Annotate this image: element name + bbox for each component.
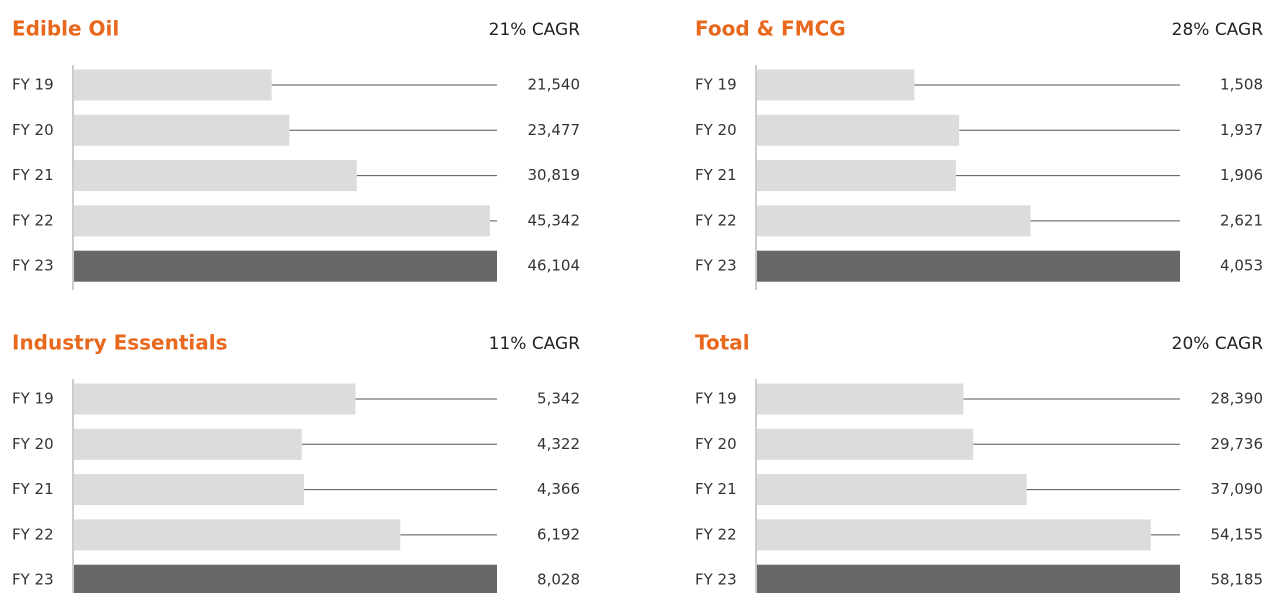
bar	[74, 160, 357, 192]
chart-title: Edible Oil	[12, 17, 119, 41]
bar	[74, 564, 497, 593]
value-label: 29,736	[1211, 435, 1264, 453]
bar	[74, 474, 305, 506]
value-label: 6,192	[537, 525, 580, 543]
value-label: 1,937	[1220, 121, 1263, 139]
cagr-label: 21% CAGR	[489, 20, 581, 40]
value-label: 58,185	[1211, 571, 1264, 589]
cagr-label: 28% CAGR	[1172, 20, 1264, 40]
category-label: FY 23	[12, 571, 54, 589]
value-label: 4,322	[537, 435, 580, 453]
bar	[757, 428, 974, 460]
bar	[757, 114, 960, 146]
bar	[74, 69, 272, 101]
category-label: FY 23	[695, 571, 737, 589]
category-label: FY 19	[12, 76, 54, 94]
category-label: FY 21	[695, 480, 737, 498]
category-label: FY 20	[695, 121, 737, 139]
category-label: FY 23	[12, 257, 54, 275]
bar	[757, 205, 1031, 237]
value-label: 4,366	[537, 480, 580, 498]
value-label: 1,508	[1220, 76, 1263, 94]
category-label: FY 19	[695, 76, 737, 94]
bar	[757, 474, 1027, 506]
bar	[757, 250, 1180, 282]
value-label: 4,053	[1220, 257, 1263, 275]
bar	[757, 564, 1180, 593]
chart-title: Food & FMCG	[695, 17, 846, 41]
value-label: 37,090	[1211, 480, 1264, 498]
chart-title: Industry Essentials	[12, 331, 228, 355]
bar	[74, 383, 356, 415]
bar	[74, 250, 497, 282]
category-label: FY 22	[12, 211, 54, 229]
bar	[74, 428, 302, 460]
value-label: 5,342	[537, 390, 580, 408]
category-label: FY 20	[12, 121, 54, 139]
value-label: 8,028	[537, 571, 580, 589]
chart-title: Total	[695, 331, 750, 355]
category-label: FY 19	[12, 390, 54, 408]
category-label: FY 22	[695, 525, 737, 543]
cagr-label: 11% CAGR	[489, 334, 581, 354]
value-label: 23,477	[528, 121, 581, 139]
category-label: FY 20	[695, 435, 737, 453]
category-label: FY 21	[12, 166, 54, 184]
category-label: FY 21	[695, 166, 737, 184]
value-label: 2,621	[1220, 211, 1263, 229]
value-label: 46,104	[528, 257, 581, 275]
value-label: 54,155	[1211, 525, 1264, 543]
bar	[757, 383, 964, 415]
bar	[74, 114, 290, 146]
cagr-label: 20% CAGR	[1172, 334, 1264, 354]
bar	[757, 160, 956, 192]
value-label: 28,390	[1211, 390, 1264, 408]
value-label: 30,819	[528, 166, 581, 184]
category-label: FY 21	[12, 480, 54, 498]
value-label: 21,540	[528, 76, 581, 94]
category-label: FY 23	[695, 257, 737, 275]
category-label: FY 20	[12, 435, 54, 453]
bar	[74, 519, 401, 551]
value-label: 1,906	[1220, 166, 1263, 184]
category-label: FY 22	[695, 211, 737, 229]
category-label: FY 19	[695, 390, 737, 408]
bar	[757, 519, 1151, 551]
bar	[74, 205, 491, 237]
bar	[757, 69, 915, 101]
value-label: 45,342	[528, 211, 581, 229]
category-label: FY 22	[12, 525, 54, 543]
